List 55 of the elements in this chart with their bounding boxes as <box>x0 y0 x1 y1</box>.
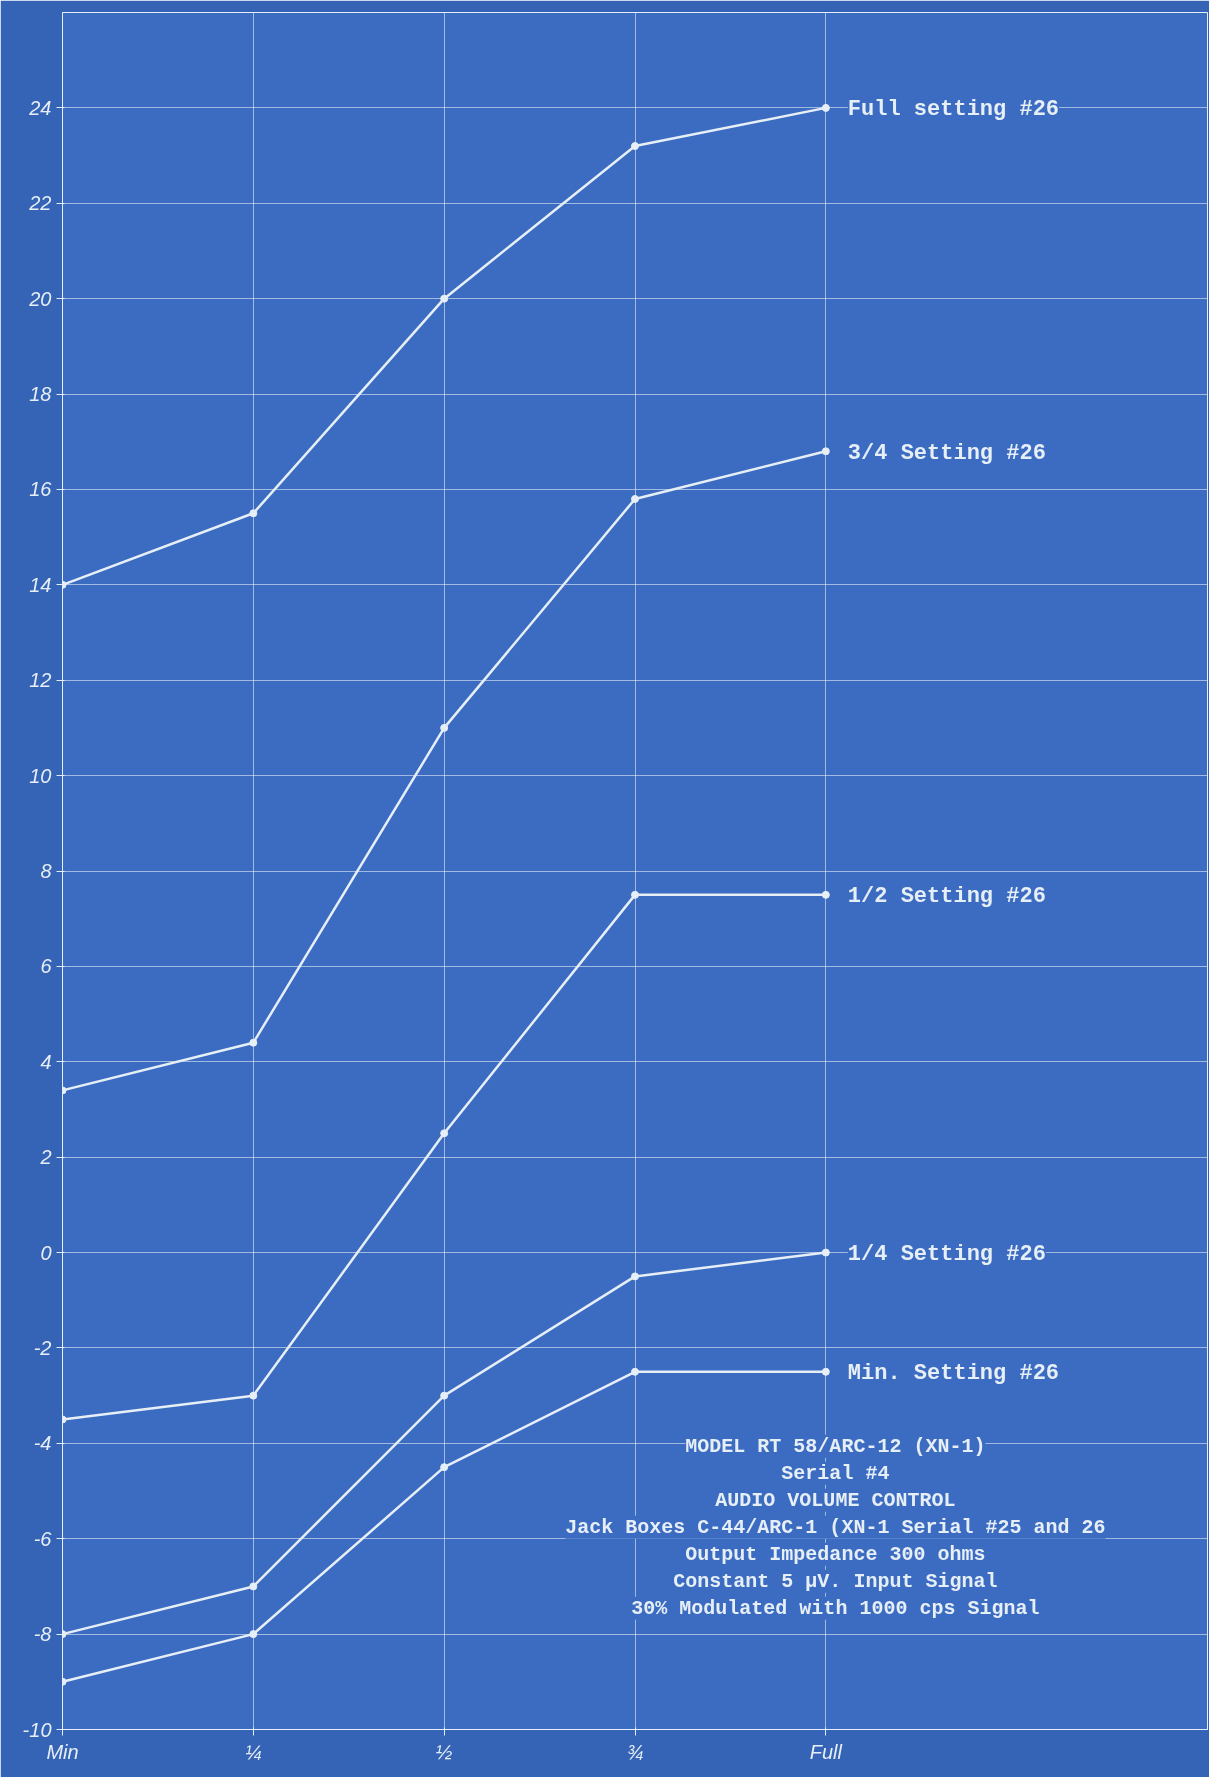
point <box>821 447 830 456</box>
y-tick-label: 2 <box>39 1146 52 1169</box>
point <box>631 142 639 151</box>
point <box>440 294 449 303</box>
y-tick-label: 4 <box>40 1050 52 1073</box>
point <box>249 1582 258 1591</box>
point <box>249 1391 258 1400</box>
point <box>440 1391 449 1400</box>
y-tick-label: -2 <box>33 1336 52 1359</box>
y-tick-label: 8 <box>40 860 52 882</box>
y-tick-label: -8 <box>33 1623 52 1646</box>
point <box>821 890 830 899</box>
point <box>821 1367 830 1376</box>
y-tick-label: 20 <box>28 287 52 310</box>
annotation: MODEL RT 58/ARC-12 (XN-1) <box>685 1434 986 1458</box>
series-label: 3/4 Setting #26 <box>847 440 1046 466</box>
y-tick-label: 22 <box>28 192 52 215</box>
series-label: Min. Setting #26 <box>847 1361 1060 1387</box>
point <box>440 1463 449 1472</box>
point <box>440 723 449 732</box>
y-tick-label: -10 <box>22 1718 52 1741</box>
x-tick-label: Full <box>809 1740 843 1763</box>
y-tick-label: 24 <box>28 96 52 119</box>
point <box>631 494 639 503</box>
annotation: AUDIO VOLUME CONTROL <box>715 1488 956 1512</box>
point <box>821 1248 830 1257</box>
x-tick-label: Min <box>46 1740 79 1763</box>
y-tick-label: 16 <box>29 478 53 501</box>
annotation: Constant 5 µV. Input Signal <box>673 1569 998 1593</box>
y-tick-label: -6 <box>33 1527 53 1550</box>
y-tick-label: 10 <box>29 764 52 787</box>
y-tick-label: 12 <box>29 669 52 692</box>
x-tick-label: ¼ <box>244 1740 262 1763</box>
y-tick-label: 0 <box>40 1241 52 1264</box>
x-tick-label: ½ <box>435 1740 453 1763</box>
y-tick-label: 18 <box>29 383 52 406</box>
annotation: Output Impedance 300 ohms <box>685 1542 986 1566</box>
y-tick-label: 6 <box>40 955 53 978</box>
series-label: Full setting #26 <box>847 97 1060 123</box>
y-tick-label: 14 <box>29 573 52 596</box>
point <box>631 1367 639 1376</box>
point <box>821 103 830 112</box>
point <box>249 1630 258 1639</box>
x-tick-label: ¾ <box>626 1740 644 1763</box>
series-label: 1/2 Setting #26 <box>847 884 1046 910</box>
point <box>631 1272 639 1281</box>
series-label: 1/4 Setting #26 <box>847 1242 1046 1268</box>
point <box>249 1038 258 1047</box>
point <box>440 1129 449 1138</box>
annotation: Jack Boxes C-44/ARC-1 (XN-1 Serial #25 and 26 <box>565 1515 1106 1539</box>
point <box>249 509 258 518</box>
annotation: 30% Modulated with 1000 cps Signal <box>631 1596 1040 1620</box>
y-tick-label: -4 <box>33 1432 52 1455</box>
annotation: Serial #4 <box>781 1461 890 1485</box>
point <box>631 890 639 899</box>
